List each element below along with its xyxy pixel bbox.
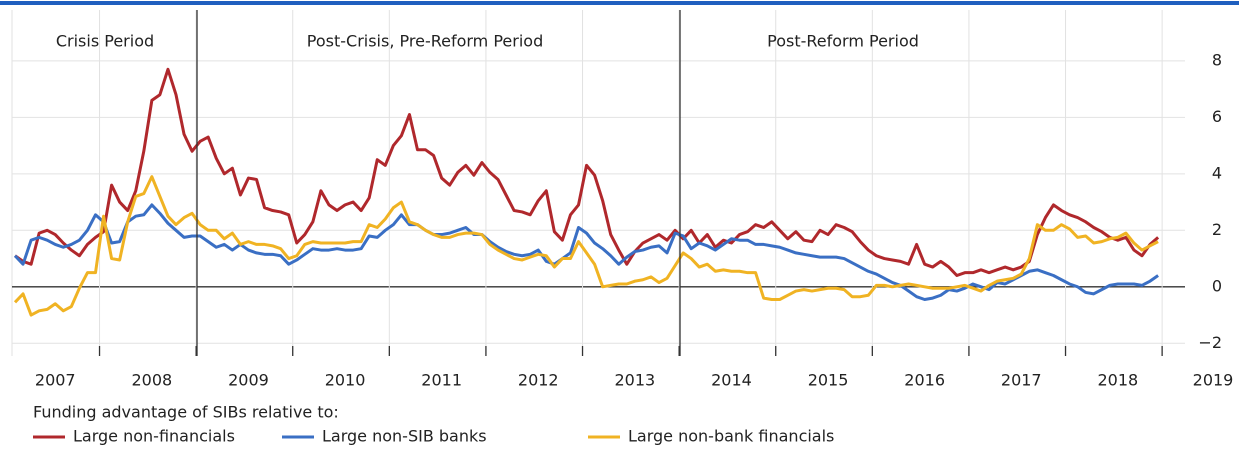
period-label: Post-Reform Period: [767, 32, 919, 51]
y-tick-label: −2: [1198, 333, 1222, 352]
x-tick-label: 2011: [421, 371, 462, 390]
legend: Large non-financials Large non-SIB banks L…: [33, 427, 834, 446]
series-line: [14, 67, 1160, 277]
legend-label: Large non-bank financials: [628, 427, 834, 446]
series-line: [13, 175, 1159, 317]
x-tick-label: 2016: [904, 371, 945, 390]
y-tick-label: 0: [1212, 276, 1222, 295]
x-tick-label: 2014: [711, 371, 752, 390]
legend-label: Large non-financials: [73, 427, 235, 446]
period-label: Crisis Period: [56, 32, 154, 51]
legend-label: Large non-SIB banks: [322, 427, 487, 446]
y-tick-label: 2: [1212, 220, 1222, 239]
legend-title: Funding advantage of SIBs relative to:: [33, 403, 339, 422]
x-tick-label: 2018: [1097, 371, 1138, 390]
x-tick-label: 2015: [808, 371, 849, 390]
x-tick-label: 2010: [325, 371, 366, 390]
y-tick-label: 4: [1212, 163, 1222, 182]
x-tick-label: 2009: [228, 371, 269, 390]
x-tick-label: 2012: [518, 371, 559, 390]
y-tick-label: 8: [1212, 50, 1222, 69]
x-tick-label: 2013: [614, 371, 655, 390]
x-tick-label: 2007: [35, 371, 76, 390]
x-tick-label: 2019: [1193, 371, 1234, 390]
series-lines: [13, 67, 1160, 317]
period-label: Post-Crisis, Pre-Reform Period: [307, 32, 543, 51]
y-tick-label: 6: [1212, 107, 1222, 126]
x-tick-label: 2008: [131, 371, 172, 390]
x-tick-label: 2017: [1001, 371, 1042, 390]
